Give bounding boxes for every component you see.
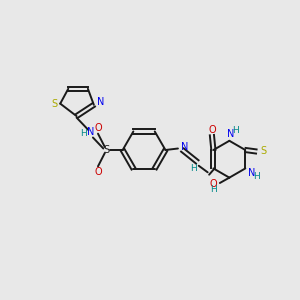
Text: H: H [232,126,239,135]
Text: S: S [103,145,110,155]
Text: O: O [209,178,217,189]
Text: O: O [94,123,102,133]
Text: H: H [210,185,217,194]
Text: N: N [248,168,256,178]
Text: S: S [260,146,266,157]
Text: H: H [190,164,197,173]
Text: H: H [80,129,86,138]
Text: O: O [94,167,102,177]
Text: N: N [181,142,188,152]
Text: N: N [97,98,104,107]
Text: N: N [87,127,94,137]
Text: S: S [51,99,57,109]
Text: H: H [253,172,260,181]
Text: O: O [208,125,216,135]
Text: N: N [227,129,235,139]
